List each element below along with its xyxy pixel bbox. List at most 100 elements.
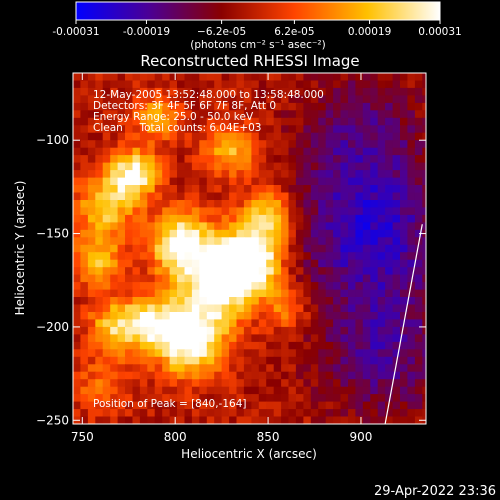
heatmap-cell [377, 259, 386, 268]
heatmap-cell [132, 386, 141, 395]
heatmap-cell [362, 147, 371, 156]
heatmap-cell [154, 416, 163, 424]
heatmap-cell [169, 110, 178, 119]
heatmap-cell [140, 424, 148, 432]
heatmap-cell [206, 297, 215, 306]
heatmap-cell [340, 200, 349, 209]
heatmap-cell [147, 252, 156, 261]
heatmap-cell [147, 207, 156, 216]
heatmap-cell [184, 401, 193, 410]
heatmap-cell [162, 229, 171, 238]
heatmap-cell [199, 87, 208, 96]
heatmap-cell [377, 110, 386, 119]
heatmap-cell [169, 312, 178, 321]
heatmap-cell [288, 394, 297, 403]
heatmap-cell [80, 80, 89, 89]
heatmap-cell [117, 214, 126, 223]
heatmap-cell [370, 379, 379, 388]
heatmap-cell [348, 214, 356, 223]
heatmap-cell [295, 319, 304, 328]
heatmap-cell [392, 207, 401, 216]
heatmap-cell [73, 87, 81, 96]
heatmap-cell [191, 80, 200, 89]
heatmap-cell [348, 252, 356, 261]
heatmap-cell [221, 170, 230, 179]
heatmap-cell [139, 409, 148, 418]
heatmap-cell [110, 244, 119, 253]
heatmap-cell [199, 185, 208, 194]
heatmap-cell [273, 341, 282, 350]
heatmap-cell [191, 409, 200, 418]
heatmap-cell [80, 147, 89, 156]
heatmap-cell [318, 371, 327, 380]
heatmap-cell [191, 117, 200, 126]
heatmap-cell [400, 252, 408, 261]
heatmap-cell [355, 252, 364, 261]
heatmap-cell [221, 117, 230, 126]
heatmap-cell [132, 162, 141, 171]
heatmap-cell [132, 222, 141, 231]
heatmap-cell [281, 214, 290, 223]
heatmap-cell [132, 349, 141, 358]
heatmap-cell [169, 289, 178, 298]
heatmap-cell [87, 341, 96, 350]
heatmap-cell [273, 222, 282, 231]
heatmap-cell [288, 282, 297, 291]
heatmap-cell [362, 356, 371, 365]
heatmap-cell [377, 95, 386, 104]
heatmap-cell [370, 289, 379, 298]
heatmap-cell [125, 244, 133, 253]
heatmap-cell [340, 252, 349, 261]
heatmap-cell [221, 267, 230, 276]
heatmap-cell [139, 379, 148, 388]
heatmap-cell [333, 326, 342, 335]
heatmap-cell [177, 155, 185, 164]
heatmap-cell [95, 356, 104, 365]
heatmap-cell [177, 252, 185, 261]
heatmap-cell [288, 319, 297, 328]
heatmap-cell [430, 319, 438, 327]
heatmap-cell [73, 252, 81, 261]
y-tick-label: −100 [36, 133, 69, 147]
heatmap-cell [95, 371, 104, 380]
heatmap-cell [362, 312, 371, 321]
heatmap-cell [414, 409, 423, 418]
heatmap-cell [310, 349, 319, 358]
heatmap-cell [385, 229, 394, 238]
heatmap-cell [206, 379, 215, 388]
heatmap-cell [102, 214, 111, 223]
heatmap-cell [236, 125, 245, 134]
heatmap-cell [125, 312, 133, 321]
heatmap-cell [318, 259, 327, 268]
heatmap-cell [169, 341, 178, 350]
heatmap-cell [191, 162, 200, 171]
heatmap-cell [392, 117, 401, 126]
heatmap-cell [362, 349, 371, 358]
heatmap-cell [273, 147, 282, 156]
heatmap-cell [73, 162, 81, 171]
heatmap-cell [102, 349, 111, 358]
heatmap-cell [370, 80, 379, 89]
heatmap-cell [80, 222, 89, 231]
heatmap-cell [229, 162, 238, 171]
heatmap-cell [221, 229, 230, 238]
heatmap-cell [139, 95, 148, 104]
heatmap-cell [95, 185, 104, 194]
heatmap-cell [385, 200, 394, 209]
heatmap-cell [281, 222, 290, 231]
heatmap-cell [392, 200, 401, 209]
heatmap-cell [258, 214, 267, 223]
heatmap-cell [422, 334, 426, 343]
heatmap-cell [102, 304, 111, 313]
heatmap-cell [422, 87, 426, 96]
heatmap-cell [295, 379, 304, 388]
heatmap-cell [310, 110, 319, 119]
heatmap-cell [281, 110, 290, 119]
heatmap-cell [214, 371, 223, 380]
heatmap-cell [400, 386, 408, 395]
heatmap-cell [377, 386, 386, 395]
heatmap-cell [318, 192, 327, 201]
heatmap-cell [214, 177, 223, 186]
heatmap-cell [273, 401, 282, 410]
heatmap-cell [407, 80, 416, 89]
